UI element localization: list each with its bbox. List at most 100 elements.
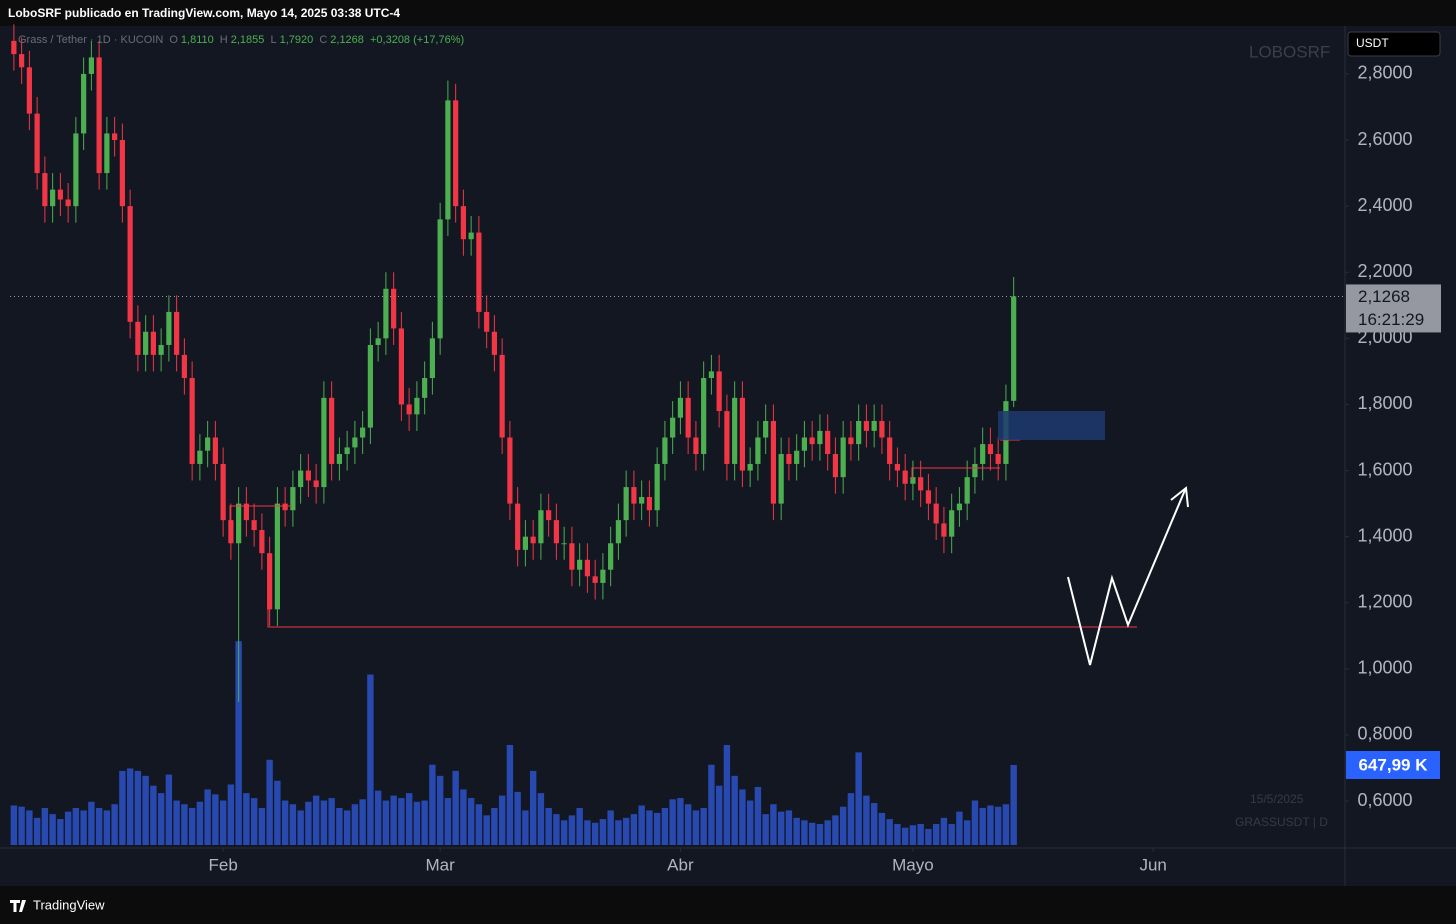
candle-body [212, 437, 218, 464]
volume-bar [746, 800, 754, 845]
volume-bar [553, 814, 560, 845]
volume-bar [754, 786, 762, 845]
volume-bar [560, 820, 568, 845]
candle-body [608, 543, 614, 570]
candle-body [166, 311, 172, 345]
candle-body [747, 463, 753, 471]
candle-body [817, 430, 823, 445]
volume-bar [506, 744, 514, 845]
volume-bar [281, 800, 289, 845]
volume-bar [739, 789, 746, 845]
volume-bar [235, 641, 242, 845]
y-tick-label: 1,4000 [1357, 525, 1412, 545]
candle-body [592, 576, 598, 583]
volume-bar [1002, 804, 1010, 845]
candle-body [832, 454, 839, 478]
candle-body [530, 536, 536, 544]
candle-body [615, 520, 622, 544]
y-tick-label: 0,8000 [1357, 724, 1412, 744]
candle-body [708, 371, 715, 379]
volume-bar [599, 819, 607, 845]
candle-body [662, 437, 668, 464]
volume-bar [839, 806, 847, 845]
candle-body [956, 503, 963, 511]
volume-bar [142, 775, 149, 845]
y-tick-label: 2,8000 [1357, 63, 1412, 83]
volume-bar [715, 785, 723, 845]
volume-bar [405, 793, 413, 845]
date-note: 15/5/2025 [1250, 792, 1304, 806]
candle-body [127, 206, 133, 322]
candle-body [933, 503, 939, 524]
ohlc-key: L [270, 34, 277, 46]
candle-body [143, 331, 149, 355]
candle-body [205, 437, 211, 451]
ohlc-value: 1,7920 [279, 34, 314, 46]
volume-bar [258, 807, 266, 845]
volume-bar [204, 789, 211, 845]
candle-body [879, 420, 885, 438]
volume-bar [382, 800, 390, 845]
volume-bar [126, 768, 134, 845]
y-tick-label: 1,0000 [1357, 658, 1412, 678]
volume-bar [832, 815, 839, 845]
volume-bar [227, 784, 235, 845]
candle-body [856, 420, 862, 445]
volume-bar [770, 804, 777, 845]
candle-body [569, 543, 575, 570]
x-tick-label: Feb [208, 855, 237, 874]
candle-body [770, 420, 777, 504]
volume-bar [785, 810, 793, 845]
candle-body [778, 454, 784, 504]
volume-bar [723, 744, 731, 845]
candle-body [65, 199, 71, 207]
last-price-label: 2,1268 [1358, 287, 1410, 306]
volume-bar [529, 770, 537, 845]
candle-body [414, 397, 420, 415]
candle-body [344, 447, 350, 455]
bottom-bar [0, 886, 1456, 924]
volume-bar [498, 795, 506, 845]
change: +0,3208 (+17,76%) [369, 34, 465, 46]
volume-bar [212, 794, 219, 845]
candle-body [522, 536, 528, 550]
candle-body [174, 311, 180, 355]
volume-bar [793, 817, 800, 845]
candle-body [81, 73, 87, 134]
candle-body [360, 427, 366, 438]
candle-body [941, 523, 947, 537]
candle-body [42, 173, 48, 207]
volume-bar [72, 807, 80, 845]
y-tick-label: 2,4000 [1357, 195, 1412, 215]
volume-bar [436, 775, 444, 845]
volume-bar [359, 799, 366, 845]
candle-body [476, 232, 482, 312]
candle-body [949, 510, 955, 537]
y-tick-label: 2,6000 [1357, 129, 1412, 149]
candle-body [189, 378, 195, 464]
candle-body [50, 189, 56, 207]
candle-body [894, 463, 901, 471]
candle-body [538, 510, 544, 544]
candle-body [135, 321, 141, 355]
candle-body [685, 397, 691, 438]
volume-bar [64, 811, 72, 845]
volume-bar [948, 824, 955, 845]
footer-brand: TradingView [33, 897, 105, 912]
volume-bar [692, 810, 700, 845]
candle-body [150, 331, 156, 355]
volume-bar [808, 822, 816, 845]
candle-body [112, 133, 118, 141]
volume-bar [95, 807, 103, 845]
candle-body [236, 503, 242, 544]
candle-body [693, 437, 699, 455]
volume-bar [925, 828, 932, 845]
volume-bar [537, 793, 545, 845]
volume-bar [940, 817, 948, 845]
candle-body [321, 397, 327, 488]
currency-label[interactable]: USDT [1356, 36, 1389, 50]
currency-button[interactable] [1347, 31, 1441, 57]
volume-bar [460, 789, 467, 845]
volume-bar [444, 798, 452, 845]
